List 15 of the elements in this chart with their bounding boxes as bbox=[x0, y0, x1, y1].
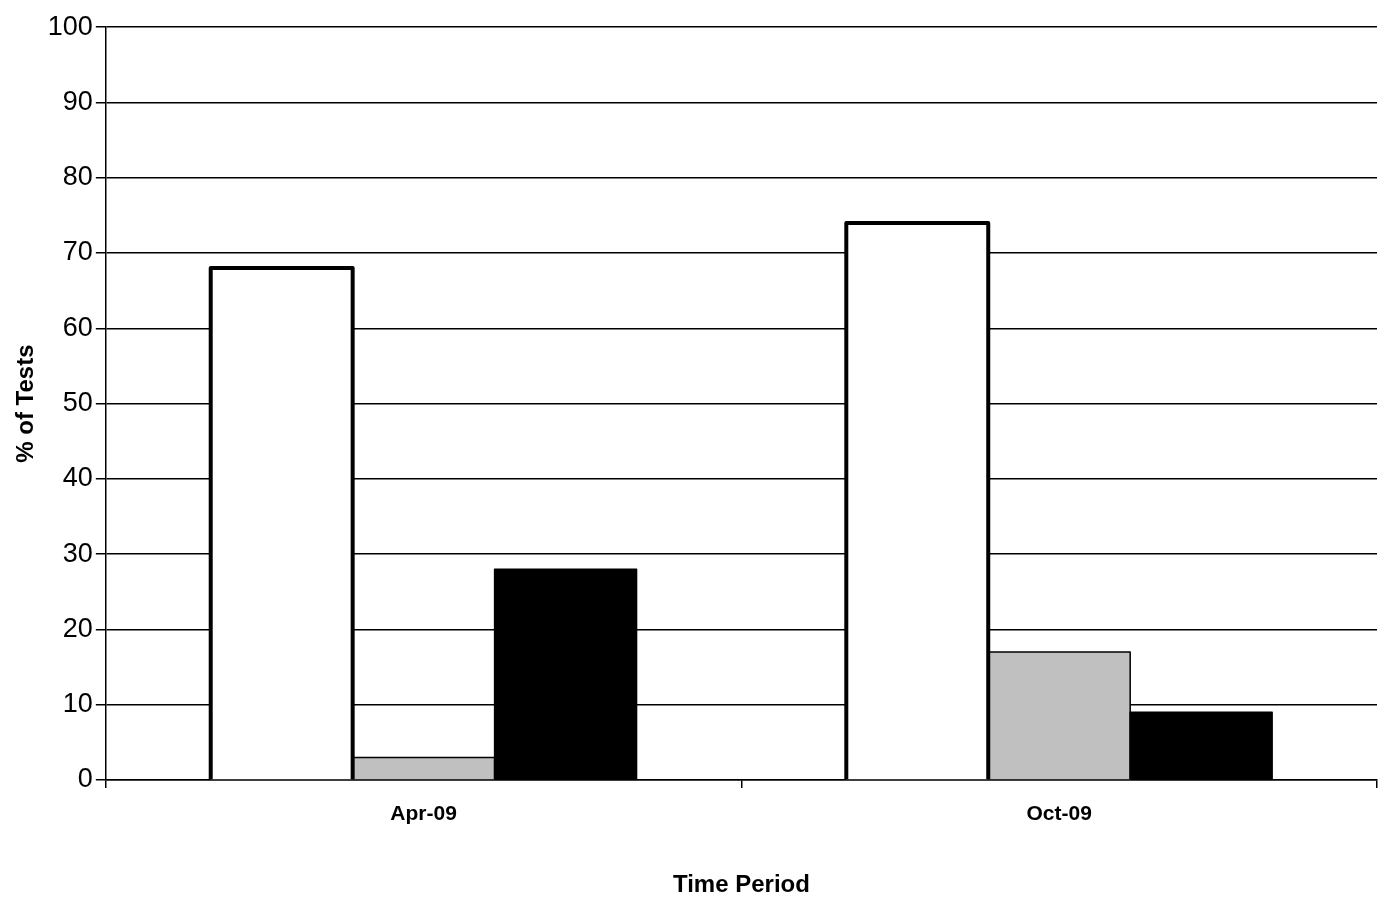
y-tick-label: 20 bbox=[62, 612, 93, 643]
x-tick-label: Apr-09 bbox=[390, 801, 457, 825]
y-tick-label: 60 bbox=[62, 311, 93, 342]
y-tick-label: 10 bbox=[62, 688, 93, 719]
y-tick-label: 90 bbox=[62, 85, 93, 116]
y-tick-label: 100 bbox=[47, 10, 93, 41]
x-tick-label: Oct-09 bbox=[1026, 801, 1092, 825]
y-tick-label: 30 bbox=[62, 537, 93, 568]
y-tick-label: 80 bbox=[62, 161, 93, 192]
y-tick-label: 50 bbox=[62, 387, 93, 418]
y-tick-label: 0 bbox=[77, 763, 93, 794]
y-axis-title: % of Tests bbox=[11, 344, 39, 463]
y-tick-label: 40 bbox=[62, 462, 93, 493]
y-tick-label: 70 bbox=[62, 236, 93, 267]
x-axis-title: Time Period bbox=[672, 870, 810, 898]
